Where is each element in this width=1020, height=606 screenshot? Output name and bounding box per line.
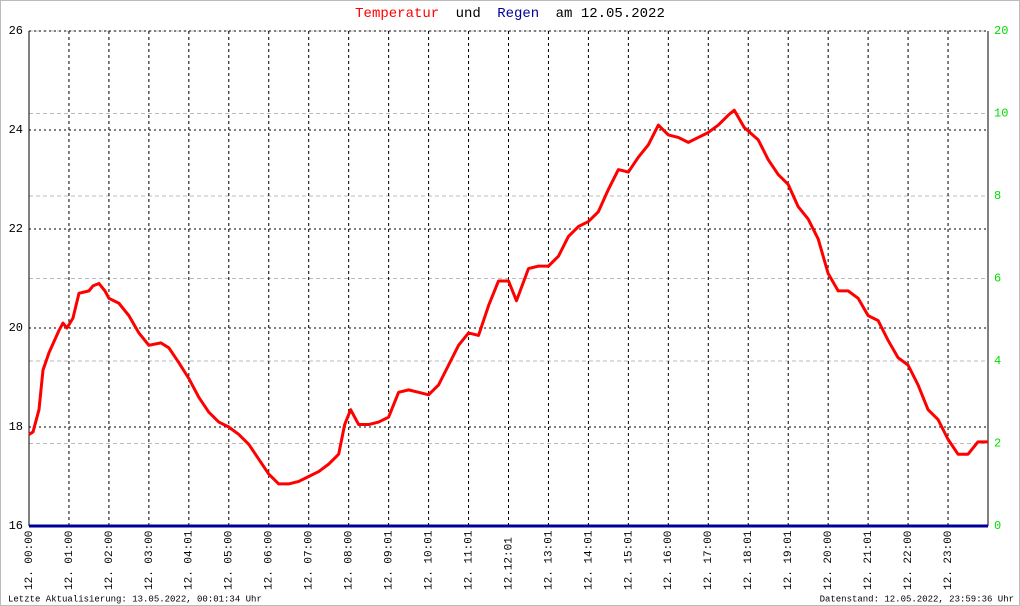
x-tick-label: 12. 04:01 — [184, 530, 196, 590]
footer-left: Letzte Aktualisierung: 13.05.2022, 00:01… — [8, 594, 262, 604]
x-tick-label: 12. 21:01 — [863, 530, 875, 590]
x-tick-label: 12. 15:01 — [623, 530, 635, 590]
x-tick-label: 12. 14:01 — [583, 530, 595, 590]
y-tick-label: 20 — [9, 321, 23, 335]
y-tick-label: 26 — [9, 24, 23, 38]
x-tick-label: 12.12:01 — [503, 537, 515, 590]
x-tick-label: 12. 23:00 — [943, 531, 955, 590]
footer-right: Datenstand: 12.05.2022, 23:59:36 Uhr — [820, 594, 1014, 604]
x-tick-label: 12. 11:01 — [463, 530, 475, 590]
x-tick-label: 12. 19:01 — [783, 530, 795, 590]
y2-tick-label: 0 — [994, 519, 1001, 533]
x-tick-label: 12. 17:00 — [703, 531, 715, 590]
y2-tick-label: 2 — [994, 437, 1001, 451]
y-tick-label: 16 — [9, 519, 23, 533]
title-series: Temperatur — [355, 6, 439, 22]
y-tick-label: 18 — [9, 420, 23, 434]
chart-title: Temperatur und Regen am 12.05.2022 — [355, 6, 665, 22]
y2-tick-label: 10 — [994, 107, 1008, 121]
series-line — [28, 108, 988, 486]
x-tick-label: 12. 00:00 — [24, 531, 36, 590]
x-tick-label: 12. 20:00 — [823, 531, 835, 590]
x-tick-label: 12. 01:00 — [64, 531, 76, 590]
y2-tick-label: 8 — [994, 189, 1001, 203]
x-tick-label: 12. 05:00 — [224, 531, 236, 590]
title-date: am 12.05.2022 — [556, 6, 665, 22]
x-tick-label: 12. 02:00 — [104, 531, 116, 590]
x-tick-label: 12. 22:00 — [903, 531, 915, 590]
y-tick-label: 24 — [9, 123, 23, 137]
x-tick-label: 12. 09:01 — [384, 530, 396, 590]
y2-tick-label: 4 — [994, 354, 1001, 368]
y-tick-label: 22 — [9, 222, 23, 236]
title-connector: und — [456, 6, 481, 22]
x-tick-label: 12. 03:00 — [144, 531, 156, 590]
x-tick-label: 12. 10:01 — [423, 530, 435, 590]
x-tick-label: 12. 16:00 — [663, 531, 675, 590]
title-series: Regen — [497, 6, 539, 22]
x-tick-label: 12. 07:00 — [304, 531, 316, 590]
x-tick-label: 12. 13:01 — [543, 530, 555, 590]
x-tick-label: 12. 08:00 — [344, 531, 356, 590]
x-tick-label: 12. 18:01 — [743, 530, 755, 590]
y2-tick-label: 6 — [994, 272, 1001, 286]
x-tick-label: 12. 06:00 — [264, 531, 276, 590]
y2-tick-label: 20 — [994, 24, 1008, 38]
